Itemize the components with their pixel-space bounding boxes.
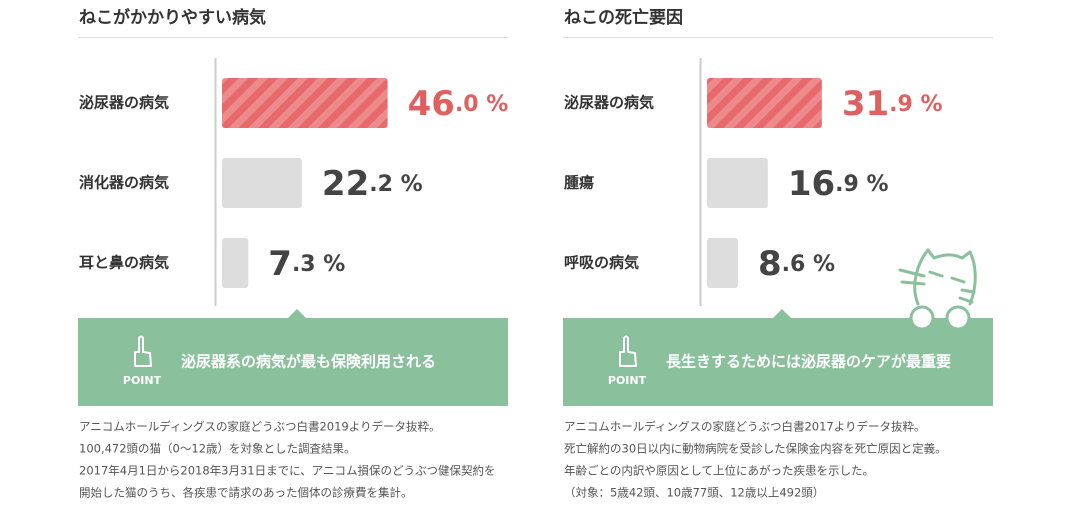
bar-stripes (222, 78, 388, 128)
chart-title: ねこがかかりやすい病気 (79, 7, 266, 28)
category-label: 耳と鼻の病気 (79, 254, 169, 272)
point-pointer (772, 309, 792, 319)
value-part: % (316, 252, 346, 277)
value-part: 7 (268, 244, 292, 284)
value-part: % (805, 252, 835, 277)
value-part: .2 (369, 172, 393, 197)
point-text: 長生きするためには泌尿器のケアが最重要 (666, 353, 951, 371)
value-part: % (913, 92, 943, 117)
value-part: % (479, 92, 509, 117)
point-box (563, 318, 993, 406)
category-label: 消化器の病気 (79, 174, 169, 192)
category-label: 呼吸の病気 (564, 254, 639, 272)
value-part: 46 (408, 84, 455, 124)
value-label: 22.2 % (322, 164, 423, 204)
value-part: .3 (292, 252, 316, 277)
category-label: 腫瘍 (564, 174, 594, 192)
value-part: % (393, 172, 423, 197)
note-line: 2017年4月1日から2018年3月31日までに、アニコム損保のどうぶつ健保契約… (79, 464, 496, 478)
bar (222, 158, 302, 208)
point-text: 泌尿器系の病気が最も保険利用される (181, 353, 436, 371)
cat-illustration (898, 248, 977, 331)
point-box (78, 318, 508, 406)
category-label: 泌尿器の病気 (79, 94, 169, 112)
bar-stripes (707, 78, 822, 128)
note-line: 死亡解約の30日以内に動物病院を受診した保険金内容を死亡原因と定義。 (564, 442, 947, 456)
value-part: .6 (782, 252, 806, 277)
chart-title: ねこの死亡要因 (564, 7, 683, 28)
point-label: POINT (123, 374, 162, 387)
value-part: 31 (842, 84, 889, 124)
value-label: 8.6 % (758, 244, 835, 284)
hand-icon (619, 335, 637, 367)
value-label: 7.3 % (268, 244, 345, 284)
note-line: アニコムホールディングスの家庭どうぶつ白書2017よりデータ抜粋。 (564, 420, 926, 434)
category-label: 泌尿器の病気 (564, 94, 654, 112)
value-part: 22 (322, 164, 369, 204)
value-label: 31.9 % (842, 84, 943, 124)
note-line: アニコムホールディングスの家庭どうぶつ白書2019よりデータ抜粋。 (79, 420, 441, 434)
value-part: .9 (889, 92, 913, 117)
bar (707, 238, 738, 288)
note-line: （対象：5歳42頭、10歳77頭、12歳以上492頭） (564, 486, 824, 500)
note-line: 開始した猫のうち、各疾患で請求のあった個体の診療費を集計。 (79, 486, 413, 500)
value-part: .0 (455, 92, 479, 117)
bar (707, 158, 768, 208)
hand-icon (134, 335, 152, 367)
point-label: POINT (608, 374, 647, 387)
bar (222, 238, 249, 288)
value-part: .9 (835, 172, 859, 197)
value-part: % (859, 172, 889, 197)
note-line: 100,472頭の猫（0〜12歳）を対象とした調査結果。 (79, 442, 356, 456)
note-line: 年齢ごとの内訳や原因として上位にあがった疾患を示した。 (564, 464, 874, 478)
value-label: 16.9 % (788, 164, 889, 204)
value-label: 46.0 % (408, 84, 509, 124)
value-part: 8 (758, 244, 782, 284)
point-pointer (287, 309, 307, 319)
value-part: 16 (788, 164, 835, 204)
